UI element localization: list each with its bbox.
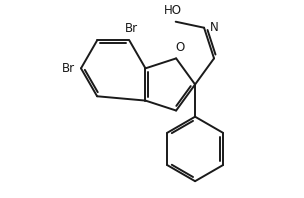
Text: N: N bbox=[210, 21, 219, 34]
Text: Br: Br bbox=[124, 22, 137, 35]
Text: Br: Br bbox=[62, 62, 75, 75]
Text: HO: HO bbox=[164, 4, 181, 17]
Text: O: O bbox=[175, 41, 185, 53]
